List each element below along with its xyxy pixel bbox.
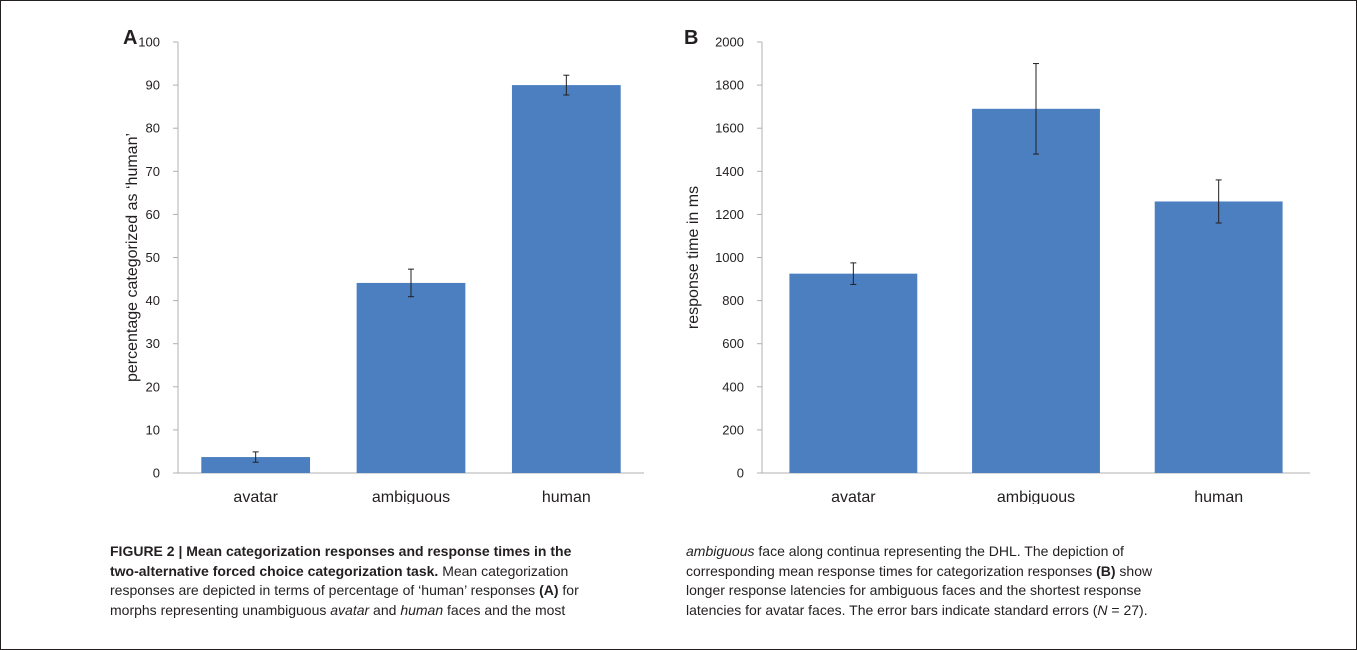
caption-text: Mean categorization — [438, 562, 569, 579]
bar-avatar — [201, 457, 311, 473]
y-tick-label: 1400 — [715, 164, 744, 179]
y-tick-label: 60 — [146, 207, 160, 222]
caption-right-column: ambiguous face along continua representi… — [686, 542, 1226, 620]
caption-line: FIGURE 2 | Mean categorization responses… — [110, 542, 650, 562]
caption-text: for — [558, 582, 579, 598]
bar-avatar — [789, 273, 918, 473]
y-tick-label: 90 — [146, 78, 160, 93]
y-tick-label: 20 — [146, 379, 160, 394]
y-tick-label: 70 — [146, 164, 160, 179]
caption-line: morphs representing unambiguous avatar a… — [110, 601, 650, 621]
bar-ambiguous — [356, 282, 466, 473]
caption-text: corresponding mean response times for ca… — [686, 562, 1097, 579]
y-tick-label: 800 — [722, 293, 744, 308]
bar-human — [1154, 201, 1283, 473]
bar-human — [511, 85, 621, 473]
y-tick-label: 2000 — [715, 35, 744, 50]
y-tick-label: 0 — [737, 466, 744, 481]
caption-line: responses are depicted in terms of perce… — [110, 581, 650, 601]
y-tick-label: 200 — [722, 422, 744, 437]
caption-italic: avatar — [330, 601, 370, 618]
y-tick-label: 80 — [146, 121, 160, 136]
category-label: avatar — [233, 489, 278, 504]
y-tick-label: 400 — [722, 379, 744, 394]
y-tick-label: 1600 — [715, 121, 744, 136]
y-tick-label: 50 — [146, 250, 160, 265]
caption-text: and — [369, 601, 401, 618]
y-tick-label: 40 — [146, 293, 160, 308]
caption-text: morphs representing unambiguous — [110, 601, 331, 618]
y-tick-label: 1200 — [715, 207, 744, 222]
caption-line: two-alternative forced choice categoriza… — [110, 562, 650, 582]
caption-italic: N — [1097, 601, 1108, 618]
caption-text: responses are depicted in terms of perce… — [110, 582, 540, 598]
y-axis-title: response time in ms — [685, 186, 702, 329]
y-tick-label: 1000 — [715, 250, 744, 265]
caption-text: longer response latencies for ambiguous … — [686, 582, 1142, 598]
category-label: human — [1194, 489, 1243, 504]
caption-text: = 27). — [1107, 601, 1148, 618]
panel-letter: B — [684, 27, 698, 49]
y-tick-label: 30 — [146, 336, 160, 351]
caption-line: longer response latencies for ambiguous … — [686, 581, 1226, 601]
caption-text: latencies for avatar faces. The error ba… — [686, 601, 1098, 618]
caption-left-column: FIGURE 2 | Mean categorization responses… — [110, 542, 650, 620]
y-tick-label: 600 — [722, 336, 744, 351]
caption-text: show — [1115, 562, 1153, 579]
caption-line: latencies for avatar faces. The error ba… — [686, 601, 1226, 621]
y-tick-label: 1800 — [715, 78, 744, 93]
caption-line: corresponding mean response times for ca… — [686, 562, 1226, 582]
y-axis-title: percentage categorized as ‘human’ — [124, 133, 141, 382]
category-label: avatar — [831, 489, 876, 504]
caption-text: faces and the most — [443, 601, 566, 618]
caption-italic: ambiguous — [686, 543, 755, 559]
caption-ref-a: (A) — [539, 582, 559, 598]
caption-label: FIGURE 2 | Mean categorization responses… — [110, 543, 572, 559]
bar-ambiguous — [972, 108, 1100, 474]
caption-ref-b: (B) — [1096, 562, 1116, 579]
category-label: ambiguous — [997, 489, 1075, 504]
category-label: ambiguous — [372, 489, 450, 504]
category-label: human — [542, 489, 591, 504]
y-tick-label: 100 — [138, 35, 160, 50]
caption-label-cont: two-alternative forced choice categoriza… — [110, 562, 439, 579]
y-tick-label: 0 — [153, 466, 160, 481]
y-tick-label: 10 — [146, 422, 160, 437]
caption-line: ambiguous face along continua representi… — [686, 542, 1226, 562]
caption-text: face along continua representing the DHL… — [754, 543, 1124, 559]
caption-italic: human — [400, 601, 444, 618]
panel-letter: A — [123, 27, 137, 49]
